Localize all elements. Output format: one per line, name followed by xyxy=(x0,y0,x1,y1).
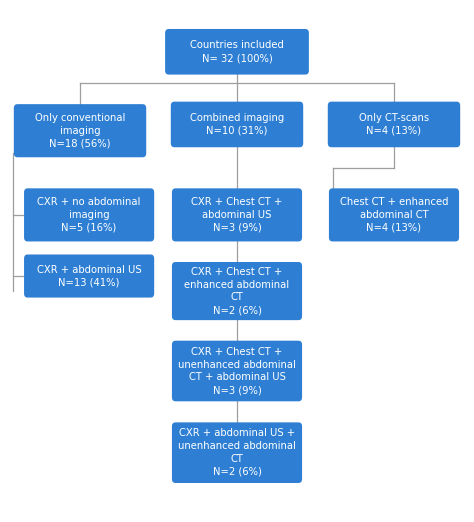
Text: Combined imaging
N=10 (31%): Combined imaging N=10 (31%) xyxy=(190,113,284,136)
FancyBboxPatch shape xyxy=(328,102,460,147)
FancyBboxPatch shape xyxy=(24,255,154,298)
Text: CXR + Chest CT +
enhanced abdominal
CT
N=2 (6%): CXR + Chest CT + enhanced abdominal CT N… xyxy=(184,267,290,315)
Text: Chest CT + enhanced
abdominal CT
N=4 (13%): Chest CT + enhanced abdominal CT N=4 (13… xyxy=(340,197,448,233)
Text: Countries included
N= 32 (100%): Countries included N= 32 (100%) xyxy=(190,40,284,63)
FancyBboxPatch shape xyxy=(172,422,302,483)
FancyBboxPatch shape xyxy=(172,188,302,242)
FancyBboxPatch shape xyxy=(14,104,146,157)
Text: Only CT-scans
N=4 (13%): Only CT-scans N=4 (13%) xyxy=(359,113,429,136)
FancyBboxPatch shape xyxy=(165,29,309,75)
Text: CXR + abdominal US
N=13 (41%): CXR + abdominal US N=13 (41%) xyxy=(37,265,141,288)
FancyBboxPatch shape xyxy=(329,188,459,242)
Text: Only conventional
imaging
N=18 (56%): Only conventional imaging N=18 (56%) xyxy=(35,113,125,148)
Text: CXR + Chest CT +
unenhanced abdominal
CT + abdominal US
N=3 (9%): CXR + Chest CT + unenhanced abdominal CT… xyxy=(178,347,296,395)
FancyBboxPatch shape xyxy=(24,188,154,242)
FancyBboxPatch shape xyxy=(171,102,303,147)
FancyBboxPatch shape xyxy=(172,262,302,320)
FancyBboxPatch shape xyxy=(172,341,302,401)
Text: CXR + Chest CT +
abdominal US
N=3 (9%): CXR + Chest CT + abdominal US N=3 (9%) xyxy=(191,197,283,233)
Text: CXR + no abdominal
imaging
N=5 (16%): CXR + no abdominal imaging N=5 (16%) xyxy=(37,197,141,233)
Text: CXR + abdominal US +
unenhanced abdominal
CT
N=2 (6%): CXR + abdominal US + unenhanced abdomina… xyxy=(178,429,296,477)
